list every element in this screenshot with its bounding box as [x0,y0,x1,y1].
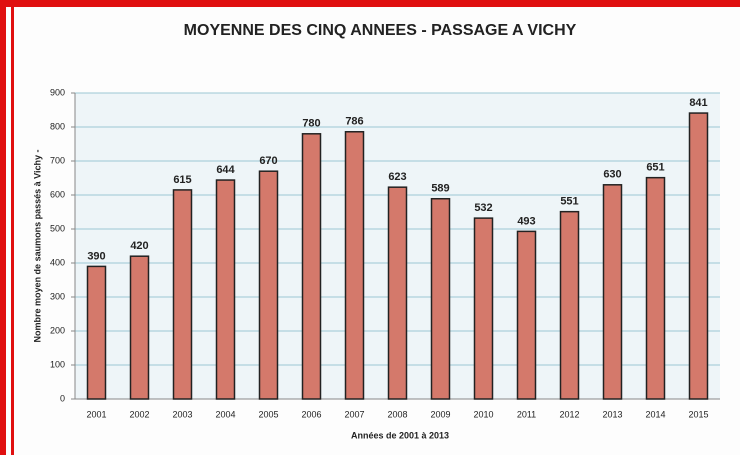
value-label: 589 [431,183,449,195]
bar [301,133,322,400]
y-tick-label: 800 [50,121,65,131]
x-tick-label: 2007 [344,409,364,419]
value-label: 644 [216,164,235,176]
value-label: 841 [689,97,707,109]
value-label: 532 [474,202,492,214]
x-tick-label: 2014 [645,409,665,419]
x-tick-label: 2001 [86,409,106,419]
y-axis-label: Nombre moyen de saumons passés à Vichy - [32,150,42,343]
y-tick-label: 300 [50,291,65,301]
value-label: 651 [646,162,664,174]
y-tick-label: 700 [50,155,65,165]
bar [430,197,451,400]
x-tick-label: 2003 [172,409,192,419]
x-tick-label: 2009 [430,409,450,419]
bar [387,186,408,400]
frame-left [0,0,6,455]
x-axis-label: Années de 2001 à 2013 [351,430,449,440]
y-tick-label: 900 [50,87,65,97]
value-label: 551 [560,196,578,208]
bar [86,265,107,400]
x-tick-label: 2013 [602,409,622,419]
x-tick-label: 2015 [688,409,708,419]
y-tick-label: 600 [50,189,65,199]
x-tick-label: 2012 [559,409,579,419]
value-label: 780 [302,118,320,130]
x-tick-label: 2008 [387,409,407,419]
x-tick-label: 2010 [473,409,493,419]
value-label: 493 [517,215,535,227]
bar [172,189,193,400]
value-label: 420 [130,240,148,252]
frame-left-inner [11,7,14,455]
y-tick-label: 400 [50,257,65,267]
x-tick-label: 2005 [258,409,278,419]
bar [344,131,365,400]
x-tick-label: 2002 [129,409,149,419]
value-label: 786 [345,116,363,128]
bar [516,230,537,400]
bar [215,179,236,400]
x-tick-label: 2006 [301,409,321,419]
y-tick-label: 200 [50,325,65,335]
y-tick-label: 0 [60,393,65,403]
bar [129,255,150,400]
value-label: 390 [87,250,105,262]
value-label: 623 [388,171,406,183]
value-label: 630 [603,169,621,181]
bar [473,217,494,400]
x-tick-label: 2004 [215,409,235,419]
value-label: 670 [259,155,277,167]
bar [602,184,623,400]
chart-title: MOYENNE DES CINQ ANNEES - PASSAGE A VICH… [184,22,577,39]
bar [688,112,709,400]
bar [258,170,279,400]
y-tick-label: 500 [50,223,65,233]
value-label: 615 [173,174,191,186]
y-tick-label: 100 [50,359,65,369]
bar [559,210,580,400]
bar [645,176,666,400]
frame-top [0,0,740,7]
x-tick-label: 2011 [517,409,536,419]
